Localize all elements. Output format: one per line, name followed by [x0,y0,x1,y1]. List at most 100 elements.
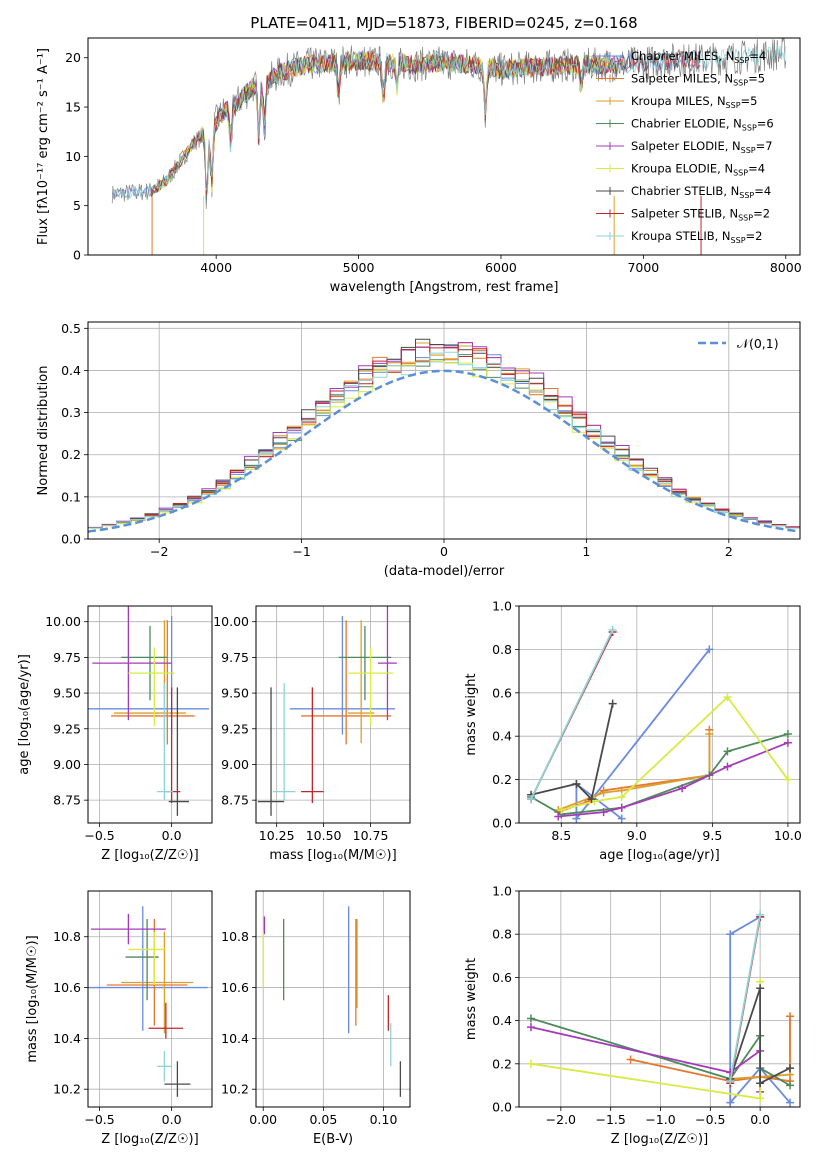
errorbar-point [121,931,194,1034]
series-marker [608,625,617,634]
x-tick-label: 10.25 [259,828,295,843]
errorbar-point [90,913,166,945]
series-marker [554,812,563,821]
legend-subscript: SSP [726,101,741,110]
legend-label: Chabrier ELODIE, NSSP=6 [631,117,774,133]
errorbar-point [301,687,324,804]
y-tick-label: 0.0 [492,816,512,831]
legend-label: 𝒩(0,1) [737,336,779,351]
spectrum-model-line [150,48,701,196]
mass_vs_EBV-frame [255,890,411,1108]
y-tick-label: 1.0 [492,599,512,614]
x-tick-label: −0.5 [84,1112,114,1127]
y-tick-label: 9.25 [53,721,81,736]
series-marker [587,795,596,804]
x-tick-label: −0.5 [84,828,114,843]
legend-label: Salpeter ELODIE, NSSP=7 [631,139,773,155]
y-tick-label: 9.50 [53,686,81,701]
x-axis-label: E(B-V) [313,1132,353,1147]
x-tick-label: 0.0 [162,828,182,843]
y-tick-label: 1.0 [492,884,512,899]
series-marker [756,1079,765,1088]
x-tick-label: 4000 [200,260,232,275]
y-tick-label: 0.1 [61,489,81,504]
massweight_vs_age-plot-area [527,625,792,823]
y-axis-label: age [log₁₀(age/yr)] [17,654,32,775]
y-axis-label: mass [log₁₀(M/M☉)] [25,935,40,1062]
x-tick-label: −1.5 [595,1112,625,1127]
y-axis-label: mass weight [464,958,479,1040]
x-tick-label: 5000 [343,260,375,275]
errorbar-point [92,606,172,721]
series-marker [626,1055,635,1064]
x-tick-label: 0.05 [309,1112,337,1127]
y-tick-label: 0.6 [492,970,512,985]
series-marker [705,730,714,739]
legend-value: =5 [748,72,765,86]
series-marker [786,1012,795,1021]
errorbar-point [378,606,397,721]
x-axis-label: age [log₁₀(age/yr)] [599,848,720,863]
y-tick-label: 0.5 [61,321,81,336]
y-tick-label: 9.00 [221,757,249,772]
series-marker [608,699,617,708]
errorbar-point [164,1061,191,1097]
age_vs_Z-axes: −0.5 0.0 8.75 9.00 9.25 9.50 9.75 10.00 Z [log₁₀… [17,606,212,863]
x-tick-label: 0.0 [162,1112,182,1127]
y-axis-label: mass weight [464,673,479,755]
y-tick-label: 10.6 [221,980,249,995]
series-marker [726,1098,735,1107]
x-tick-label: 0 [440,544,448,559]
y-tick-label: 10.6 [53,980,81,995]
series-line [557,729,711,813]
legend-subscript: SSP [734,56,749,65]
y-tick-label: 10.8 [53,929,81,944]
series-line [729,987,791,1085]
x-tick-label: 9.5 [702,828,722,843]
residuals-plot-area [88,338,800,539]
massweight_vs_Z-plot-area [526,910,795,1107]
legend-subscript: SSP [739,191,754,200]
x-axis-label: Z [log₁₀(Z/Z☉)] [611,1132,708,1147]
mass_vs_Z-frame [87,890,213,1108]
legend-value: =2 [746,229,763,243]
x-axis-label: (data-model)/error [384,564,505,579]
series-marker [723,762,732,771]
series-marker [617,803,626,812]
series-marker [572,814,581,823]
spectrum-model-line [112,44,787,199]
series-marker [726,930,735,939]
legend-label: Chabrier MILES, NSSP=4 [631,49,766,65]
mass_vs_EBV-plot-area [262,906,402,1097]
series-marker [786,1064,795,1073]
y-tick-label: 10.4 [53,1031,81,1046]
y-tick-label: 10.4 [221,1031,249,1046]
age_vs_mass-frame [255,605,411,824]
series-marker [527,795,536,804]
age_vs_Z-plot-area [88,606,210,816]
y-tick-label: 10.00 [45,614,81,629]
series-line [729,914,761,1082]
mass_vs_EBV-axes: 0.00 0.05 0.10 10.2 10.4 10.6 10.8 E(B-V) [221,891,410,1147]
series-line [530,1026,761,1092]
y-tick-label: 9.75 [221,650,249,665]
spectrum-model-line [150,51,616,197]
errorbar-point [348,647,394,726]
y-tick-label: 0.8 [492,927,512,942]
x-tick-label: 10.75 [353,828,389,843]
series-marker [786,1098,795,1107]
histogram-legend: 𝒩(0,1) [698,336,779,351]
series-marker [526,1023,535,1032]
y-tick-label: 0.2 [492,1056,512,1071]
legend-label: Salpeter STELIB, NSSP=2 [631,207,770,223]
x-tick-label: 10.0 [774,828,802,843]
x-tick-label: −0.5 [695,1112,725,1127]
x-tick-label: 0.0 [750,1112,770,1127]
legend-subscript: SSP [741,146,756,155]
series-line [530,703,614,801]
x-tick-label: 8000 [770,260,802,275]
massweight_vs_Z-frame [518,890,801,1108]
y-tick-label: 10 [65,149,81,164]
y-tick-label: 0.8 [492,642,512,657]
series-marker [783,775,792,784]
